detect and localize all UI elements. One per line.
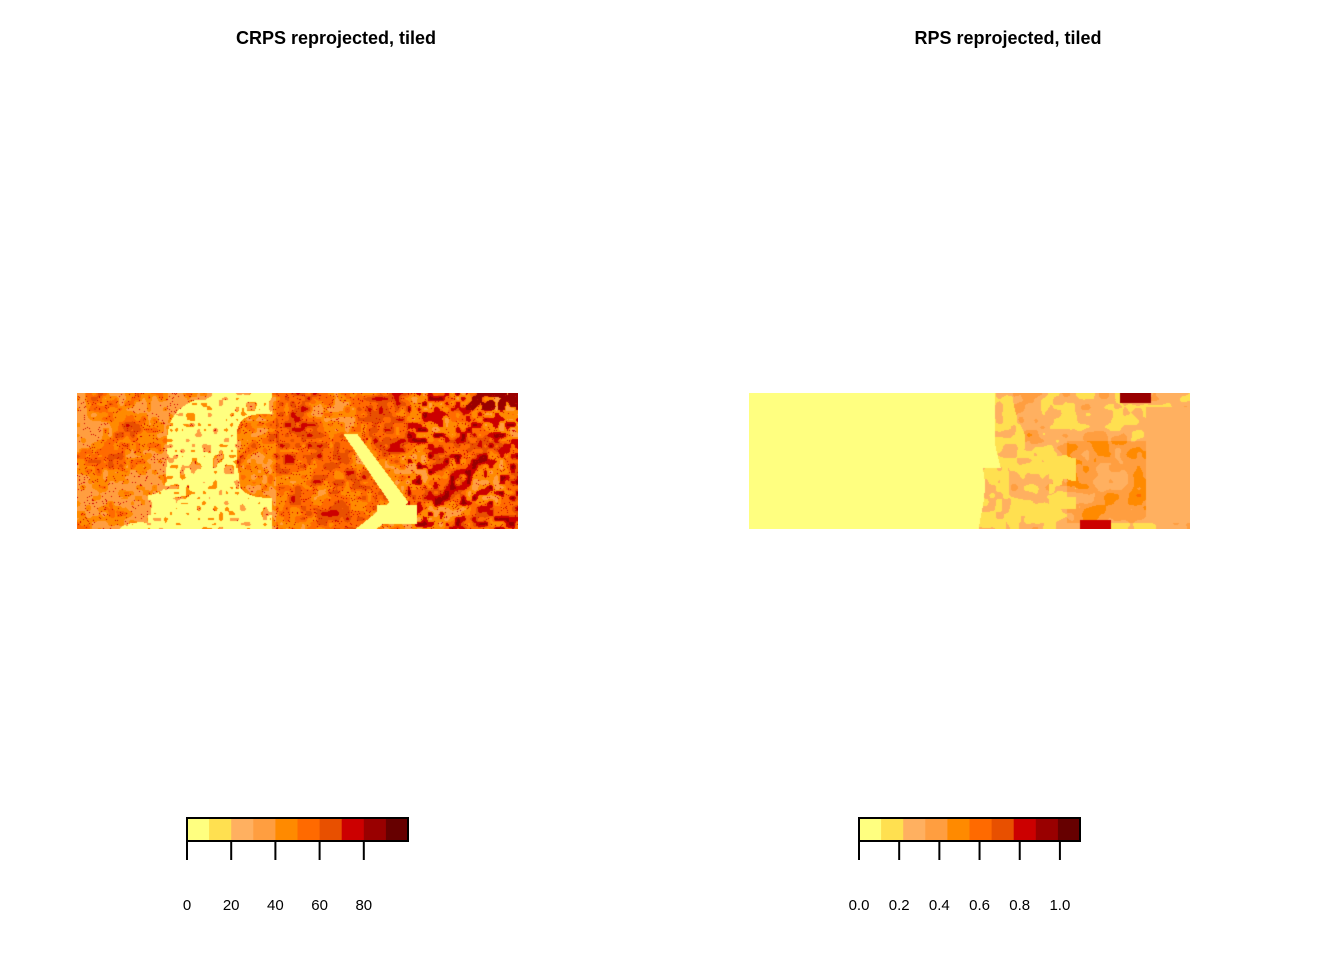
rps-map-title: RPS reprojected, tiled <box>914 28 1102 48</box>
legend-tick-label: 0 <box>183 897 191 914</box>
legend-swatch <box>363 818 387 841</box>
legend-swatch <box>385 818 409 841</box>
legend-swatch <box>297 818 321 841</box>
legend-swatch <box>319 818 343 841</box>
legend-tick-label: 0.6 <box>969 897 990 914</box>
crps-panel: CRPS reprojected, tiled 0 20 40 60 80 <box>77 28 518 914</box>
legend-swatch <box>947 818 970 841</box>
crps-raster-map <box>77 393 518 529</box>
legend-swatch <box>991 818 1015 841</box>
legend-frame <box>186 817 409 842</box>
legend-swatch <box>341 818 365 841</box>
legend-swatch <box>231 818 254 841</box>
legend-tick-label: 40 <box>267 897 284 914</box>
legend-swatch <box>881 818 904 841</box>
legend-swatch <box>253 818 276 841</box>
legend-swatch <box>275 818 298 841</box>
legend-tick-label: 0.2 <box>889 897 910 914</box>
legend-swatch <box>187 818 210 841</box>
rps-panel: RPS reprojected, tiled 0.0 0.2 0.4 0.6 0.8 1.… <box>672 0 1344 960</box>
legend-tick-label: 60 <box>311 897 328 914</box>
legend-swatch <box>859 818 882 841</box>
legend-swatch <box>209 818 232 841</box>
legend-tick-label: 0.4 <box>929 897 950 914</box>
legend-tick-label: 0.8 <box>1009 897 1030 914</box>
legend-swatch <box>1035 818 1059 841</box>
legend-swatch <box>1013 818 1037 841</box>
legend-tick-label: 0.0 <box>849 897 870 914</box>
crps-map-title: CRPS reprojected, tiled <box>235 28 437 48</box>
legend-frame <box>858 817 1081 842</box>
rps-raster-map <box>749 393 1190 529</box>
legend-tick-label: 80 <box>355 897 372 914</box>
legend-swatch <box>1057 818 1081 841</box>
legend-tick-label: 1.0 <box>1049 897 1070 914</box>
legend-swatch <box>969 818 993 841</box>
crps-color-legend: 0 20 40 60 80 <box>183 817 409 914</box>
legend-swatch <box>925 818 948 841</box>
rps-color-legend: 0.0 0.2 0.4 0.6 0.8 1.0 <box>849 817 1081 914</box>
legend-tick-label: 20 <box>223 897 240 914</box>
legend-swatch <box>903 818 926 841</box>
